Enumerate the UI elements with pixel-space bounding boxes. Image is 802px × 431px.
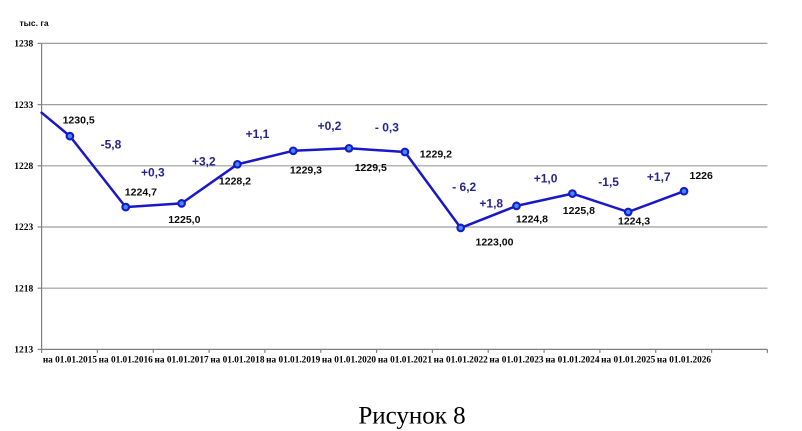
svg-text:-5,8: -5,8	[101, 138, 122, 152]
svg-text:1228: 1228	[14, 162, 33, 172]
svg-text:на 01.01.2020: на 01.01.2020	[322, 355, 377, 365]
svg-text:Рисунок 8: Рисунок 8	[358, 403, 465, 430]
svg-text:на 01.01.2022: на 01.01.2022	[434, 355, 489, 365]
svg-text:1229,2: 1229,2	[420, 148, 452, 160]
svg-text:- 6,2: - 6,2	[452, 180, 476, 194]
svg-text:на 01.01.2024: на 01.01.2024	[545, 355, 600, 365]
svg-text:1224,3: 1224,3	[618, 216, 650, 228]
svg-text:- 0,3: - 0,3	[375, 120, 399, 134]
svg-text:на 01.01.2017: на 01.01.2017	[155, 355, 210, 365]
svg-text:1224,8: 1224,8	[516, 213, 548, 225]
svg-text:1226: 1226	[690, 170, 714, 182]
svg-text:1229,3: 1229,3	[290, 165, 322, 177]
svg-text:1230,5: 1230,5	[63, 115, 95, 127]
svg-text:на 01.01.2019: на 01.01.2019	[266, 355, 321, 365]
svg-text:тыс. га: тыс. га	[20, 18, 49, 28]
svg-text:1224,7: 1224,7	[125, 186, 157, 198]
svg-text:+1,7: +1,7	[647, 170, 671, 184]
svg-text:-1,5: -1,5	[598, 175, 619, 189]
svg-text:+1,8: +1,8	[479, 197, 503, 211]
svg-text:1218: 1218	[14, 284, 33, 294]
svg-text:+1,0: +1,0	[534, 171, 558, 185]
svg-text:1229,5: 1229,5	[355, 162, 387, 174]
svg-text:на 01.01.2021: на 01.01.2021	[378, 355, 433, 365]
svg-text:на 01.01.2023: на 01.01.2023	[489, 355, 544, 365]
svg-text:на 01.01.2015: на 01.01.2015	[43, 355, 98, 365]
svg-text:1213: 1213	[14, 346, 33, 356]
svg-text:на 01.01.2026: на 01.01.2026	[657, 355, 712, 365]
svg-text:1233: 1233	[14, 101, 33, 111]
svg-text:на 01.01.2025: на 01.01.2025	[601, 355, 656, 365]
svg-text:1225,0: 1225,0	[168, 214, 200, 226]
svg-text:на 01.01.2018: на 01.01.2018	[210, 355, 265, 365]
svg-text:на 01.01.2016: на 01.01.2016	[99, 355, 154, 365]
svg-text:1225,8: 1225,8	[563, 205, 595, 217]
svg-text:1223: 1223	[14, 223, 33, 233]
svg-text:+0,3: +0,3	[141, 166, 165, 180]
svg-text:+1,1: +1,1	[246, 127, 270, 141]
svg-text:1223,00: 1223,00	[476, 236, 514, 248]
svg-text:+3,2: +3,2	[192, 154, 216, 168]
svg-text:+0,2: +0,2	[318, 119, 342, 133]
svg-text:1238: 1238	[14, 40, 33, 50]
svg-text:1228,2: 1228,2	[219, 176, 251, 188]
